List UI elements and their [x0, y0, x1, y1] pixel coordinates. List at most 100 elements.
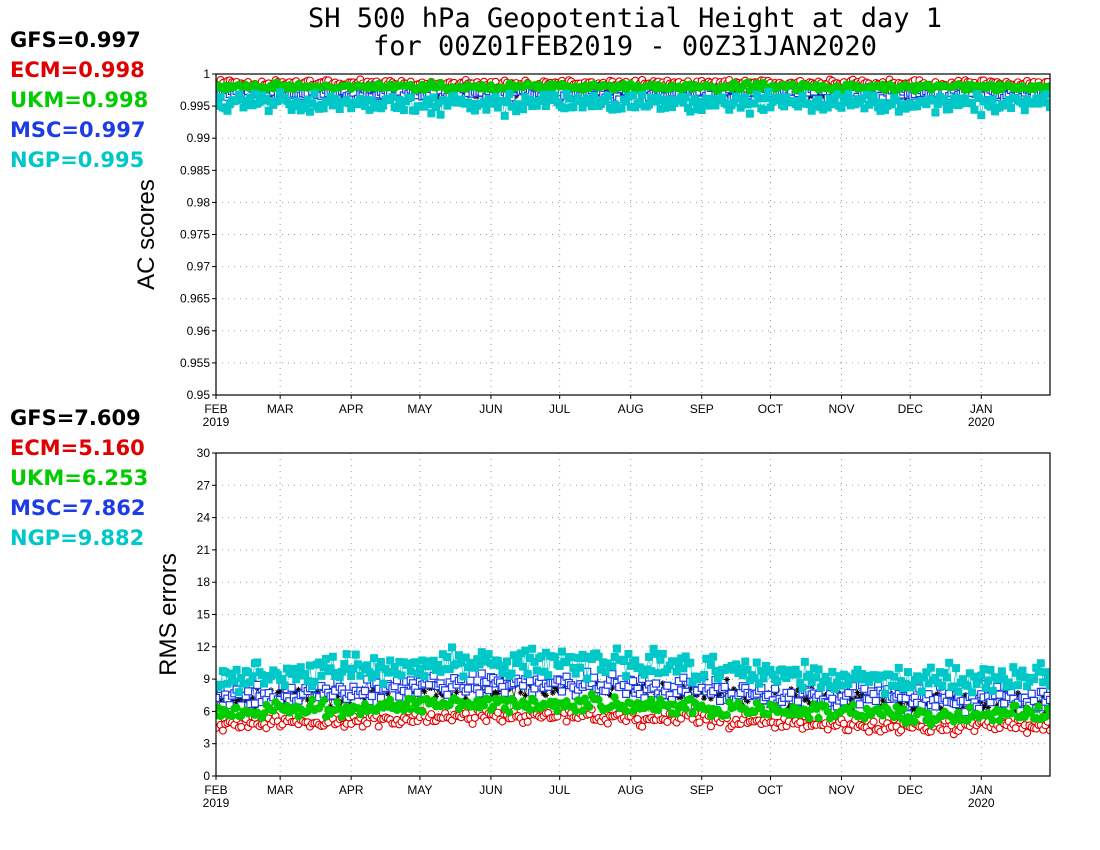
ac-point-ngp — [225, 100, 234, 109]
rms-point-ngp — [892, 682, 901, 691]
rms-point-ngp — [832, 679, 841, 688]
rms-point-ngp — [974, 675, 983, 684]
rms-point-ngp — [397, 671, 406, 680]
ac-point-ngp — [869, 91, 878, 100]
rms-xtick-label: AUG — [618, 783, 644, 797]
rms-legend: GFS=7.609 ECM=5.160 UKM=6.253 MSC=7.862 … — [10, 406, 148, 550]
rms-ytick-label: 27 — [197, 478, 211, 492]
ac-point-ngp — [798, 91, 807, 100]
rms-point-ngp — [370, 654, 379, 663]
ac-ytick-label: 0.965 — [180, 292, 210, 306]
rms-point-gfs — [339, 698, 346, 705]
ac-point-ngp — [933, 100, 942, 109]
rms-point-ngp — [812, 673, 821, 682]
rms-point-ngp — [308, 682, 317, 691]
rms-xtick-year: 2020 — [968, 796, 995, 810]
rms-point-ngp — [805, 670, 814, 679]
rms-point-ngp — [679, 664, 688, 673]
rms-point-ngp — [954, 687, 963, 696]
ac-point-ngp — [587, 102, 596, 111]
ac-point-ngp — [512, 107, 521, 116]
rms-point-msc — [466, 676, 475, 685]
rms-point-ngp — [521, 646, 530, 655]
rms-point-msc — [663, 681, 672, 690]
ac-point-ngp — [807, 106, 816, 115]
rms-point-gfs — [554, 687, 561, 694]
rms-point-ngp — [798, 683, 807, 692]
rms-point-msc — [443, 690, 452, 699]
rms-point-gfs — [792, 693, 799, 700]
rms-point-gfs — [904, 699, 911, 706]
rms-point-ngp — [984, 676, 993, 685]
rms-point-msc — [413, 688, 422, 697]
ac-point-ngp — [411, 106, 420, 115]
ac-point-ngp — [216, 101, 220, 110]
rms-xtick-label: DEC — [898, 783, 924, 797]
rms-point-ecm — [633, 715, 642, 724]
ac-point-ngp — [234, 90, 243, 99]
rms-point-msc — [844, 688, 853, 698]
ac-point-gfs — [513, 92, 520, 99]
rms-point-msc — [264, 689, 273, 698]
rms-point-gfs — [659, 680, 666, 687]
ac-xtick-label: DEC — [898, 402, 924, 416]
rms-point-ngp — [610, 652, 619, 661]
rms-point-ngp — [296, 663, 305, 672]
rms-point-msc — [608, 670, 617, 679]
rms-point-ukm — [386, 695, 395, 704]
rms-plot-frame — [215, 452, 1051, 777]
ac-point-ukm — [1046, 82, 1050, 91]
ac-point-ngp — [718, 93, 727, 102]
rms-point-ngp — [1023, 682, 1032, 691]
rms-point-ngp — [599, 658, 608, 667]
rms-point-ngp — [516, 649, 525, 658]
rms-point-ngp — [512, 659, 521, 668]
rms-point-msc — [583, 667, 592, 676]
rms-point-ngp — [303, 676, 312, 685]
ac-point-ngp — [743, 100, 752, 109]
rms-point-ngp — [688, 678, 697, 687]
rms-ytick-label: 15 — [197, 608, 211, 622]
ac-point-ngp — [638, 91, 647, 100]
ac-point-ngp — [422, 95, 431, 104]
rms-point-ngp — [782, 674, 791, 683]
rms-point-ngp — [502, 657, 511, 666]
rms-point-ngp — [700, 670, 709, 679]
rms-point-msc — [931, 702, 940, 711]
ac-point-ngp — [734, 94, 743, 103]
ac-ytick-label: 0.98 — [187, 195, 211, 209]
ac-point-ngp — [981, 96, 990, 105]
ac-point-ngp — [592, 97, 601, 106]
ac-point-ngp — [436, 110, 445, 119]
rms-point-ngp — [651, 649, 660, 658]
rms-xtick-label: JUN — [479, 783, 502, 797]
rms-point-ngp — [1018, 666, 1027, 675]
rms-point-msc — [1000, 699, 1009, 708]
rms-point-ngp — [670, 657, 679, 666]
ac-point-ngp — [564, 94, 573, 103]
rms-point-ngp — [793, 670, 802, 679]
ac-ytick-label: 0.975 — [180, 228, 210, 242]
rms-point-ngp — [972, 679, 981, 688]
rms-point-ngp — [438, 650, 447, 659]
rms-xtick-label: OCT — [758, 783, 784, 797]
rms-xtick-label: MAR — [267, 783, 294, 797]
ac-point-ngp — [1041, 90, 1050, 99]
rms-point-ngp — [574, 653, 583, 662]
rms-point-ngp — [958, 675, 967, 684]
ac-point-ngp — [858, 94, 867, 103]
rms-point-gfs — [980, 704, 987, 711]
rms-point-ecm — [603, 719, 612, 728]
ac-xtick-label: JUL — [549, 402, 571, 416]
ac-point-ngp — [532, 101, 541, 110]
ac-point-ngp — [1036, 93, 1045, 102]
ac-point-ngp — [519, 105, 528, 114]
rms-point-ngp — [223, 679, 232, 688]
rms-point-ecm — [638, 722, 647, 731]
rms-point-ecm — [1045, 726, 1050, 735]
ac-point-ngp — [759, 105, 768, 114]
ac-point-ngp — [945, 105, 954, 114]
rms-point-ngp — [1039, 678, 1048, 687]
ac-point-ngp — [624, 92, 633, 101]
